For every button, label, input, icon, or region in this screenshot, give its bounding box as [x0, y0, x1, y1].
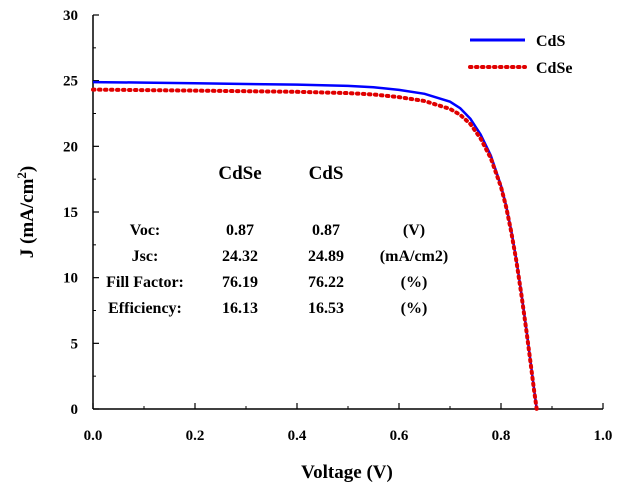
- table-cell: 0.87: [312, 222, 340, 239]
- legend-label-cdse: CdSe: [536, 60, 572, 77]
- y-tick-label: 30: [63, 8, 78, 24]
- table-unit: (%): [401, 274, 428, 291]
- table-cell: 16.53: [308, 300, 344, 317]
- y-tick-label: 25: [63, 74, 78, 90]
- y-tick-label: 5: [71, 336, 79, 352]
- table-header-cdse: CdSe: [218, 163, 261, 184]
- legend-label-cds: CdS: [536, 33, 565, 50]
- y-tick-label: 10: [63, 271, 78, 287]
- y-axis-ticks: 0 5 10 15 20 25 30: [63, 8, 99, 418]
- series-line-cds: [92, 80, 538, 410]
- table-cell: 76.22: [308, 274, 344, 291]
- y-tick-label: 20: [63, 139, 78, 155]
- x-tick-label: 0.6: [390, 428, 409, 444]
- table-row-label: Efficiency:: [108, 300, 182, 317]
- table-unit: (mA/cm2): [380, 248, 448, 265]
- series-line-cdse: [91, 87, 539, 411]
- table-cell: 16.13: [222, 300, 258, 317]
- x-tick-label: 0.2: [186, 428, 205, 444]
- table-header-cds: CdS: [309, 163, 344, 184]
- x-tick-label: 0.0: [84, 428, 103, 444]
- table-cell: 0.87: [226, 222, 254, 239]
- table-cell: 76.19: [222, 274, 258, 291]
- x-tick-label: 0.4: [288, 428, 307, 444]
- legend: CdS CdSe: [468, 33, 572, 77]
- x-axis-title: Voltage (V): [301, 462, 393, 483]
- table-unit: (V): [403, 222, 425, 239]
- table-row-label: Voc:: [130, 222, 161, 239]
- table-row-label: Jsc:: [132, 248, 159, 265]
- table-cell: 24.32: [222, 248, 258, 265]
- table-unit: (%): [401, 300, 428, 317]
- x-tick-label: 1.0: [594, 428, 613, 444]
- table-row-label: Fill Factor:: [106, 274, 184, 291]
- y-axis-title: J (mA/cm2): [14, 166, 38, 259]
- y-tick-label: 0: [71, 402, 79, 418]
- axes: [92, 15, 603, 410]
- parameter-table: CdSe CdS Voc: 0.87 0.87 (V) Jsc: 24.32 2…: [106, 163, 448, 317]
- y-tick-label: 15: [63, 205, 78, 221]
- series-layer: [91, 80, 539, 411]
- x-axis-ticks: 0.0 0.2 0.4 0.6 0.8 1.0: [84, 403, 613, 444]
- table-cell: 24.89: [308, 248, 344, 265]
- x-tick-label: 0.8: [492, 428, 511, 444]
